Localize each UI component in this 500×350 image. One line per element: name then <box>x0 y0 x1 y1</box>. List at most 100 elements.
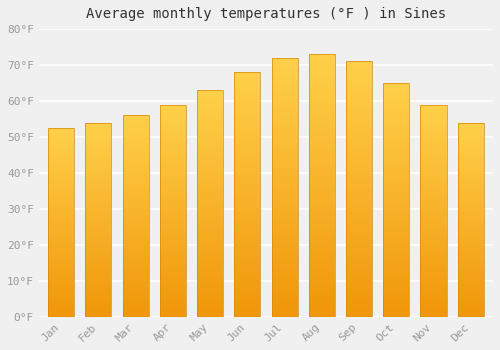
Bar <box>48 200 74 202</box>
Bar <box>86 212 112 214</box>
Bar <box>197 97 223 99</box>
Bar <box>383 268 409 270</box>
Bar <box>48 279 74 281</box>
Bar <box>458 218 483 220</box>
Bar <box>383 169 409 172</box>
Bar <box>86 220 112 222</box>
Bar <box>420 279 446 281</box>
Bar <box>346 118 372 120</box>
Bar <box>122 196 148 198</box>
Bar <box>86 235 112 237</box>
Bar <box>197 192 223 195</box>
Bar <box>346 133 372 135</box>
Bar <box>383 247 409 249</box>
Bar <box>383 251 409 254</box>
Bar <box>48 203 74 205</box>
Bar <box>308 188 335 191</box>
Bar <box>234 150 260 153</box>
Bar <box>308 264 335 267</box>
Bar <box>160 187 186 189</box>
Bar <box>272 275 297 278</box>
Bar <box>48 139 74 141</box>
Bar <box>48 294 74 296</box>
Bar <box>160 259 186 262</box>
Bar <box>122 234 148 236</box>
Bar <box>197 156 223 158</box>
Bar <box>86 177 112 179</box>
Bar <box>234 253 260 255</box>
Bar <box>458 268 483 270</box>
Bar <box>458 185 483 187</box>
Bar <box>308 131 335 133</box>
Bar <box>458 122 483 125</box>
Bar <box>160 315 186 317</box>
Bar <box>458 288 483 289</box>
Bar <box>458 243 483 245</box>
Bar <box>122 265 148 266</box>
Bar <box>346 161 372 163</box>
Bar <box>234 153 260 155</box>
Bar <box>48 298 74 300</box>
Bar <box>197 129 223 131</box>
Bar <box>122 287 148 289</box>
Bar <box>420 259 446 262</box>
Bar <box>234 260 260 263</box>
Bar <box>122 212 148 214</box>
Bar <box>383 263 409 265</box>
Bar <box>160 300 186 302</box>
Bar <box>272 71 297 74</box>
Bar <box>197 308 223 310</box>
Bar <box>86 251 112 253</box>
Bar <box>86 241 112 243</box>
Bar <box>420 291 446 293</box>
Bar <box>272 104 297 107</box>
Bar <box>308 278 335 280</box>
Bar <box>86 299 112 301</box>
Bar <box>272 307 297 309</box>
Bar <box>383 151 409 153</box>
Bar <box>197 172 223 174</box>
Bar <box>272 58 297 61</box>
Bar <box>420 177 446 179</box>
Bar <box>383 155 409 158</box>
Bar <box>197 188 223 190</box>
Bar <box>122 220 148 222</box>
Bar <box>234 222 260 224</box>
Bar <box>86 152 112 154</box>
Bar <box>48 277 74 279</box>
Bar <box>272 239 297 242</box>
Bar <box>197 272 223 274</box>
Bar <box>346 125 372 128</box>
Bar <box>383 162 409 165</box>
Bar <box>160 119 186 121</box>
Bar <box>420 198 446 200</box>
Bar <box>122 282 148 285</box>
Bar <box>346 62 372 64</box>
Bar <box>48 273 74 275</box>
Bar <box>86 154 112 156</box>
Bar <box>86 233 112 235</box>
Bar <box>383 97 409 99</box>
Bar <box>234 99 260 102</box>
Bar <box>272 260 297 262</box>
Bar <box>383 92 409 95</box>
Bar <box>86 305 112 307</box>
Bar <box>272 296 297 299</box>
Bar <box>383 193 409 195</box>
Bar <box>272 208 297 211</box>
Bar <box>122 132 148 133</box>
Bar <box>346 284 372 286</box>
Bar <box>160 270 186 272</box>
Bar <box>308 136 335 138</box>
Bar <box>420 310 446 313</box>
Bar <box>383 111 409 113</box>
Bar <box>420 191 446 194</box>
Bar <box>48 128 74 130</box>
Bar <box>420 166 446 168</box>
Bar <box>234 307 260 309</box>
Bar <box>420 160 446 162</box>
Bar <box>234 309 260 312</box>
Bar <box>420 181 446 183</box>
Bar <box>458 210 483 212</box>
Bar <box>420 139 446 141</box>
